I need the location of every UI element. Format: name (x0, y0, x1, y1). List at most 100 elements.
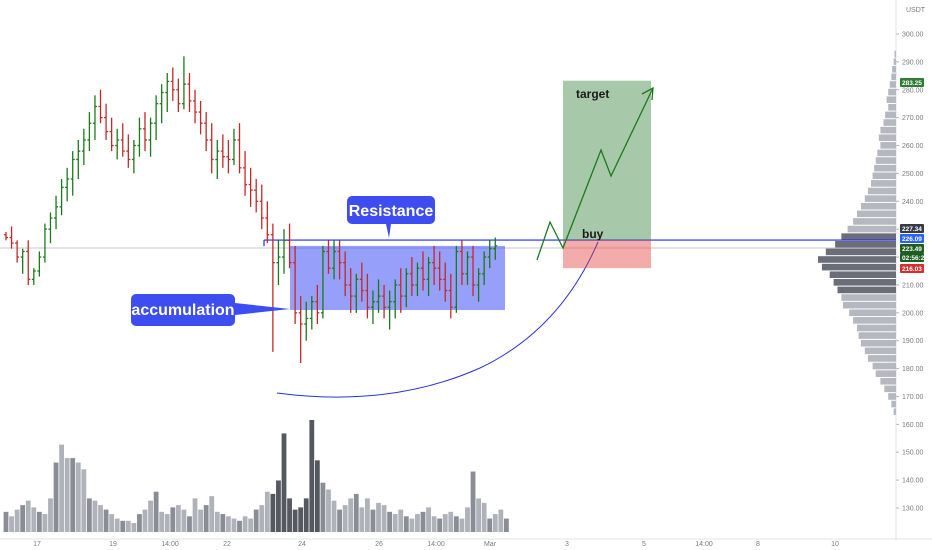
volume-profile-bar (894, 50, 896, 58)
time-tick-label: 3 (565, 541, 569, 548)
volume-bar (31, 507, 37, 532)
annotations: Resistance accumulation target buy (131, 87, 609, 326)
volume-bar (64, 458, 70, 532)
target-zone[interactable] (563, 80, 651, 241)
target-label: target (576, 87, 609, 101)
drawing-layer (263, 80, 896, 398)
price-tag-box (900, 253, 924, 262)
volume-bar (220, 514, 226, 532)
volume-bar (403, 516, 409, 532)
volume-profile-bar (880, 126, 896, 134)
volume-profile-bar (821, 263, 896, 271)
volume-bar (270, 493, 276, 532)
price-axis-unit: USDT (906, 7, 926, 14)
volume-bar (453, 516, 459, 532)
volume-bar (125, 520, 131, 532)
price-axis[interactable]: USDT 300.00 290.00 280.00 270.00 260.00 250.0… (896, 7, 926, 513)
volume-profile-bar (893, 58, 896, 65)
volume-bar (53, 462, 59, 532)
price-tick-label: 130.00 (902, 506, 924, 513)
volume-bar (487, 518, 493, 532)
accumulation-callout-box (131, 294, 235, 326)
volume-profile-bar (875, 370, 896, 377)
price-tick-label: 260.00 (902, 143, 924, 150)
volume-bar (437, 518, 443, 532)
volume-bar (131, 523, 137, 532)
time-axis[interactable]: 17 19 14:00 22 24 26 14:00 Mar 3 5 14:00 8 10 (33, 541, 839, 548)
price-tag-text: 02:56:20 (902, 255, 928, 262)
volume-profile-bar (833, 279, 896, 286)
volume-profile-bar (857, 324, 896, 332)
time-tick-label: 10 (831, 541, 839, 548)
volume-bar (387, 511, 393, 532)
volume-profile-bar (875, 157, 896, 164)
price-tick-label: 190.00 (902, 338, 924, 345)
volume-bar (326, 489, 331, 532)
volume-profile-bar (874, 164, 896, 172)
time-tick-label: 8 (756, 541, 760, 548)
volume-bar (392, 514, 398, 532)
volume-profile-bar (880, 142, 896, 149)
price-tag-text: 227.34 (902, 226, 922, 233)
volume-bar (426, 507, 431, 532)
volume-profile-bar (893, 408, 896, 415)
price-tick-label: 280.00 (902, 87, 924, 94)
volume-profile-bar (841, 233, 896, 240)
volume-bar (504, 518, 509, 532)
resistance-callout[interactable]: Resistance (347, 196, 435, 238)
volume-profile-bar (818, 256, 896, 263)
volume-bar (242, 516, 248, 532)
volume-bar (109, 514, 115, 532)
volume-bar (198, 509, 203, 532)
time-tick-label: 22 (223, 541, 231, 548)
volume-bar (442, 514, 448, 532)
volume-bar (292, 509, 298, 532)
time-tick-label: 19 (109, 541, 117, 548)
volume-profile-bar (883, 119, 896, 126)
volume-bar (59, 444, 64, 532)
volume-bar (159, 511, 165, 532)
price-tag-box (900, 224, 924, 233)
stop-zone[interactable] (563, 240, 651, 269)
volume-profile-bar (891, 73, 896, 81)
volume-bar (365, 498, 370, 532)
volume-bar (87, 498, 92, 532)
volume-bar (409, 518, 415, 532)
price-tag-text: 226.09 (902, 236, 922, 243)
volume-bar (465, 507, 470, 532)
volume-profile-bar (891, 400, 896, 408)
time-tick-label: 14:00 (427, 541, 445, 548)
volume-profile-bar (864, 195, 896, 202)
volume-bar (192, 498, 198, 532)
volume-profile-bar (888, 393, 896, 400)
volume-bar (359, 507, 365, 532)
volume-bar (237, 520, 242, 532)
volume-profile-bar (886, 96, 896, 103)
price-tick-label: 270.00 (902, 115, 924, 122)
volume-bar (342, 505, 348, 532)
volume-bar (164, 514, 170, 532)
volume-bar (36, 511, 42, 532)
volume-bar (81, 469, 87, 532)
price-tick-label: 240.00 (902, 199, 924, 206)
accumulation-label: accumulation (131, 302, 234, 319)
volume-bar (253, 509, 259, 532)
rounded-bottom-curve[interactable] (276, 241, 599, 398)
projection-arrowhead (641, 86, 654, 101)
accumulation-callout-pointer (235, 303, 290, 315)
volume-bar (75, 462, 81, 532)
volume-bar (203, 505, 209, 532)
projection-path[interactable] (536, 87, 654, 261)
volume-profile-bar (847, 225, 896, 233)
volume-bar (9, 516, 14, 532)
accumulation-callout[interactable]: accumulation (131, 294, 290, 326)
volume-bar (353, 493, 359, 532)
volume-bar (14, 509, 20, 532)
volume-bar (92, 500, 98, 532)
volume-bar (470, 471, 476, 532)
volume-bar (103, 509, 109, 532)
volume-bar (170, 507, 176, 532)
volume-profile-bar (880, 377, 896, 385)
price-tick-label: 150.00 (902, 450, 924, 457)
